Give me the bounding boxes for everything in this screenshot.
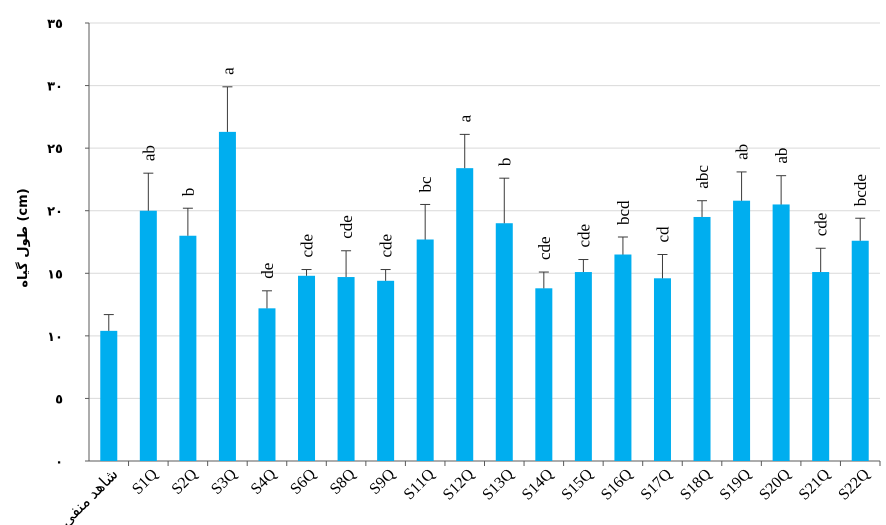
x-tick-label: شاهد منفی (57, 466, 121, 525)
significance-letter: bcde (851, 174, 870, 206)
significance-letter: a (218, 67, 237, 75)
y-tick-label: ٠ (55, 455, 63, 470)
bar (337, 277, 355, 461)
y-tick-label: ٣٠ (47, 80, 63, 95)
significance-letter: cde (337, 215, 356, 239)
bar (614, 254, 632, 461)
significance-letter: ab (733, 144, 752, 160)
gridlines (89, 22, 880, 399)
x-tick-label: S2Q (169, 465, 201, 497)
y-tick-label: ٢٥ (47, 142, 63, 157)
x-tick-label: S11Q (401, 465, 439, 503)
bar (456, 168, 474, 461)
significance-letter: b (495, 158, 514, 167)
significance-letter: cde (535, 236, 554, 260)
significance-letter: cde (812, 213, 831, 237)
x-tick-label: S16Q (598, 465, 636, 503)
x-tick-label: S9Q (366, 465, 398, 497)
bar (258, 308, 276, 461)
significance-letter: cde (574, 224, 593, 248)
x-tick-label: S18Q (677, 465, 715, 503)
bar (495, 223, 513, 461)
significance-letter: cd (653, 226, 672, 243)
x-tick-label: S21Q (796, 465, 834, 503)
bar (416, 239, 434, 461)
y-tick-label: ٢٠ (47, 205, 63, 220)
bar (100, 330, 118, 461)
x-tick-label: S19Q (717, 465, 755, 503)
significance-letter: bcd (614, 200, 633, 225)
bar (693, 216, 711, 461)
bar (535, 288, 553, 461)
significance-letter: de (258, 263, 277, 279)
significance-letter: b (179, 188, 198, 197)
significance-letter: cde (377, 234, 396, 258)
y-axis-label: طول گیاه (cm) (15, 188, 31, 287)
significance-letter: ab (772, 148, 791, 164)
axes (85, 22, 881, 466)
significance-letter: bc (416, 176, 435, 193)
bar (851, 240, 869, 461)
bar (139, 210, 157, 461)
bar (653, 278, 671, 461)
y-tick-label: ١٥ (47, 267, 63, 282)
x-tick-labels: شاهد منفی S1Q S2Q S3Q S4Q S6Q S8Q S9Q S11Q S12Q S1… (57, 465, 873, 525)
x-tick-label: S3Q (208, 465, 240, 497)
x-tick-label: S13Q (479, 465, 517, 503)
significance-letter: cde (298, 234, 317, 258)
x-tick-label: S20Q (756, 465, 794, 503)
x-tick-label: S8Q (327, 465, 359, 497)
x-tick-label: S4Q (248, 465, 280, 497)
error-bars (103, 86, 866, 331)
x-tick-label: S1Q (129, 465, 161, 497)
y-tick-label: ١٠ (47, 330, 63, 345)
significance-letter: a (456, 114, 475, 122)
x-tick-label: S15Q (558, 465, 596, 503)
bars (100, 131, 869, 462)
bar (772, 204, 790, 461)
bar (812, 272, 830, 461)
x-tick-label: S22Q (835, 465, 873, 503)
y-tick-labels: ٠ ٥ ١٠ ١٥ ٢٠ ٢٥ ٣٠ ٣٥ (47, 17, 63, 470)
x-tick-label: S17Q (638, 465, 676, 503)
y-tick-label: ٥ (55, 392, 63, 407)
bar (179, 235, 197, 461)
x-tick-label: S12Q (440, 465, 478, 503)
x-tick-label: S6Q (287, 465, 319, 497)
x-tick-label: S14Q (519, 465, 557, 503)
bar (377, 280, 395, 461)
bar (298, 275, 316, 461)
significance-letter: ab (139, 145, 158, 161)
bar (218, 131, 236, 462)
bar (574, 272, 592, 461)
y-tick-label: ٣٥ (47, 17, 63, 32)
significance-letter: abc (693, 165, 712, 189)
bar (733, 200, 751, 461)
